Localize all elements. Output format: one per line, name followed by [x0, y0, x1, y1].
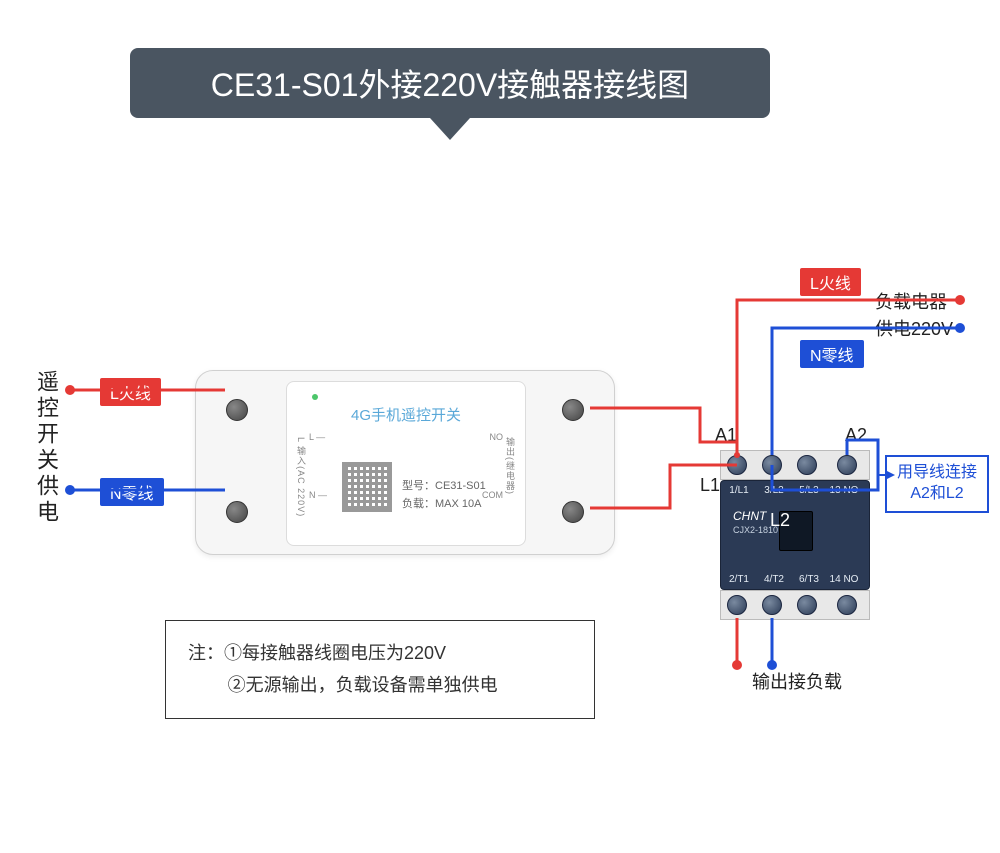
out-no: NO — [490, 432, 504, 442]
bt4: 14 NO — [829, 574, 859, 585]
contactor-body: 1/L1 3/L2 5/L3 13 NO CHNT CJX2-1810 2/T1… — [720, 480, 870, 590]
output-group-label: 输出(继电器) — [504, 437, 517, 495]
input-n-dash: N — — [309, 490, 327, 500]
load-label: 负载：MAX 10A — [402, 495, 481, 511]
l-wire-label-right: L火线 — [800, 268, 861, 296]
contactor-brand: CHNT — [733, 509, 766, 523]
load-title: 负载电器 — [875, 288, 947, 314]
bot-term-1 — [727, 595, 747, 615]
bot-term-4 — [837, 595, 857, 615]
callout-line1: 用导线连接 — [897, 463, 977, 484]
bt1: 2/T1 — [724, 574, 754, 585]
n-wire-label-right: N零线 — [800, 340, 864, 368]
input-l-dash: L — — [309, 432, 325, 442]
callout-line2: A2和L2 — [897, 484, 977, 505]
tag-l2: L2 — [770, 510, 790, 531]
title-text: CE31-S01外接220V接触器接线图 — [211, 60, 689, 106]
l-wire-label-left: L火线 — [100, 378, 161, 406]
screw-br — [562, 501, 584, 523]
screw-bl — [226, 501, 248, 523]
tt3: 5/L3 — [794, 485, 824, 496]
left-power-label: 遥控开关供电 — [30, 370, 62, 526]
tt4: 13 NO — [829, 485, 859, 496]
notes-box: 注：①每接触器线圈电压为220V ②无源输出，负载设备需单独供电 — [165, 620, 595, 719]
bt2: 4/T2 — [759, 574, 789, 585]
device-center-panel: 4G手机遥控开关 L 输入(AC 220V) L — N — 输出(继电器) N… — [286, 381, 526, 546]
tt1: 1/L1 — [724, 485, 754, 496]
load-sub: 供电220V — [875, 315, 953, 341]
top-term-4 — [837, 455, 857, 475]
input-group-label: L 输入(AC 220V) — [295, 437, 308, 517]
note-line1: 注：①每接触器线圈电压为220V — [188, 637, 572, 669]
tt2: 3/L2 — [759, 485, 789, 496]
callout-box: 用导线连接 A2和L2 — [885, 455, 989, 513]
tag-a1: A1 — [715, 425, 737, 446]
tag-l1: L1 — [700, 475, 720, 496]
model-label: 型号：CE31-S01 — [402, 477, 486, 493]
tag-a2: A2 — [845, 425, 867, 446]
title-pointer — [430, 118, 470, 140]
screw-tr — [562, 399, 584, 421]
relay-device: 4G手机遥控开关 L 输入(AC 220V) L — N — 输出(继电器) N… — [195, 370, 615, 555]
note-line2: ②无源输出，负载设备需单独供电 — [188, 669, 572, 701]
qr-code — [342, 462, 392, 512]
bt3: 6/T3 — [794, 574, 824, 585]
screw-tl — [226, 399, 248, 421]
status-led — [312, 394, 318, 400]
device-title: 4G手机遥控开关 — [287, 404, 525, 425]
top-term-2 — [762, 455, 782, 475]
bottom-output-label: 输出接负载 — [752, 668, 842, 694]
top-term-1 — [727, 455, 747, 475]
bot-term-3 — [797, 595, 817, 615]
n-wire-label-left: N零线 — [100, 478, 164, 506]
bot-term-2 — [762, 595, 782, 615]
top-term-3 — [797, 455, 817, 475]
title-banner: CE31-S01外接220V接触器接线图 — [130, 48, 770, 118]
